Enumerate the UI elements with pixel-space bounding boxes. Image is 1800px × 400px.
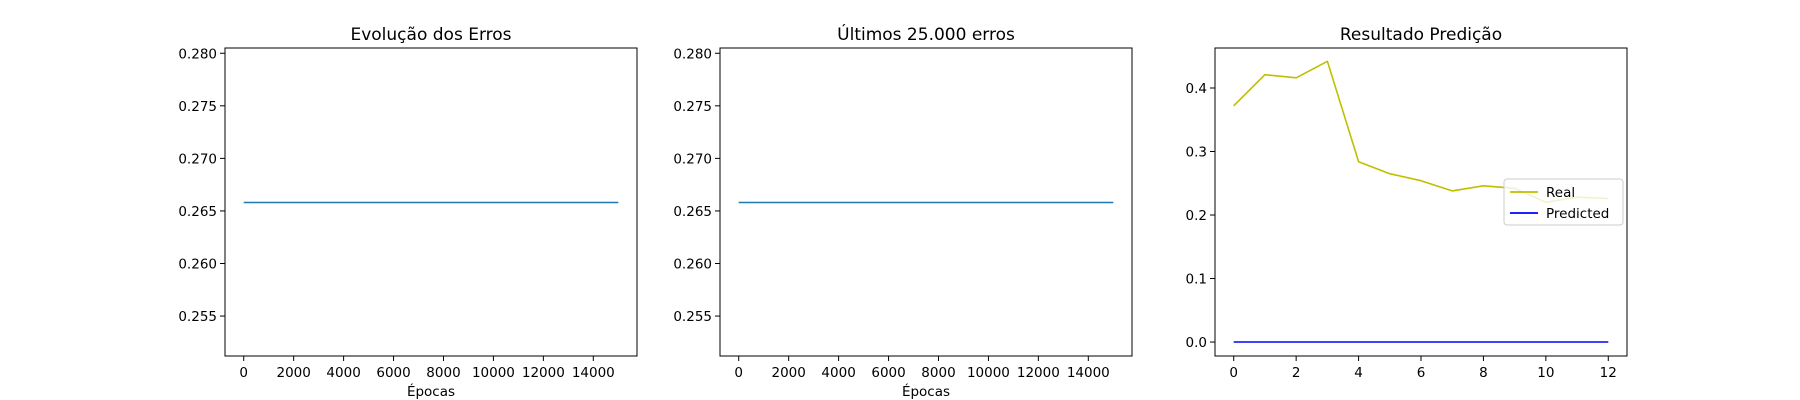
x-tick-label: 12000 bbox=[522, 365, 565, 381]
x-tick-label: 12 bbox=[1600, 365, 1617, 381]
y-tick-label: 0.2 bbox=[1186, 208, 1207, 224]
y-tick-label: 0.265 bbox=[178, 204, 217, 220]
y-tick-label: 0.275 bbox=[178, 99, 217, 115]
y-tick-label: 0.260 bbox=[178, 256, 217, 272]
y-tick-label: 0.270 bbox=[178, 151, 217, 167]
x-tick-label: 8000 bbox=[921, 365, 955, 381]
legend: Real Predicted bbox=[1503, 178, 1624, 226]
y-tick-label: 0.4 bbox=[1186, 81, 1207, 97]
x-tick-label: 4000 bbox=[326, 365, 360, 381]
y-tick-label: 0.265 bbox=[673, 204, 712, 220]
y-tick-label: 0.270 bbox=[673, 151, 712, 167]
chart-title: Resultado Predição bbox=[1340, 25, 1502, 45]
x-tick-label: 10000 bbox=[472, 365, 515, 381]
x-tick-label: 4000 bbox=[821, 365, 855, 381]
legend-label: Real bbox=[1546, 185, 1575, 201]
x-tick-label: 10000 bbox=[967, 365, 1010, 381]
x-tick-label: 14000 bbox=[572, 365, 615, 381]
x-tick-label: 12000 bbox=[1017, 365, 1060, 381]
x-tick-label: 0 bbox=[239, 365, 248, 381]
x-tick-label: 14000 bbox=[1067, 365, 1110, 381]
y-tick-label: 0.280 bbox=[673, 46, 712, 62]
x-tick-label: 2000 bbox=[276, 365, 310, 381]
y-tick-label: 0.1 bbox=[1186, 272, 1207, 288]
y-tick-label: 0.0 bbox=[1186, 335, 1207, 351]
x-tick-label: 0 bbox=[1229, 365, 1238, 381]
x-axis-label: Épocas bbox=[407, 383, 455, 400]
y-tick-label: 0.260 bbox=[673, 256, 712, 272]
chart-panel-3: Resultado Predição 0.0 0.1 0.2 0.3 0.4 0 2 4 6 8 10… bbox=[1186, 25, 1628, 381]
y-tick-label: 0.255 bbox=[673, 309, 712, 325]
chart-panel-1: Evolução dos Erros 0.255 0.260 0.265 0.270 0.… bbox=[178, 25, 638, 400]
x-tick-label: 2 bbox=[1292, 365, 1301, 381]
y-tick-label: 0.280 bbox=[178, 46, 217, 62]
x-tick-label: 8000 bbox=[426, 365, 460, 381]
chart-title: Evolução dos Erros bbox=[350, 25, 511, 45]
legend-label: Predicted bbox=[1546, 206, 1609, 222]
x-tick-label: 6000 bbox=[871, 365, 905, 381]
axes-frame bbox=[224, 47, 638, 357]
x-tick-label: 8 bbox=[1479, 365, 1488, 381]
axes-frame bbox=[1214, 47, 1628, 357]
y-tick-label: 0.255 bbox=[178, 309, 217, 325]
x-tick-label: 10 bbox=[1537, 365, 1554, 381]
x-tick-label: 4 bbox=[1354, 365, 1363, 381]
x-tick-label: 6000 bbox=[376, 365, 410, 381]
x-tick-label: 0 bbox=[734, 365, 743, 381]
chart-panel-2: Últimos 25.000 erros 0.255 0.260 0.265 0.270… bbox=[673, 23, 1133, 400]
axes-frame bbox=[719, 47, 1133, 357]
x-tick-label: 2000 bbox=[771, 365, 805, 381]
x-tick-label: 6 bbox=[1417, 365, 1426, 381]
x-axis-label: Épocas bbox=[902, 383, 950, 400]
y-tick-label: 0.3 bbox=[1186, 145, 1207, 161]
y-tick-label: 0.275 bbox=[673, 99, 712, 115]
chart-title: Últimos 25.000 erros bbox=[837, 23, 1015, 45]
